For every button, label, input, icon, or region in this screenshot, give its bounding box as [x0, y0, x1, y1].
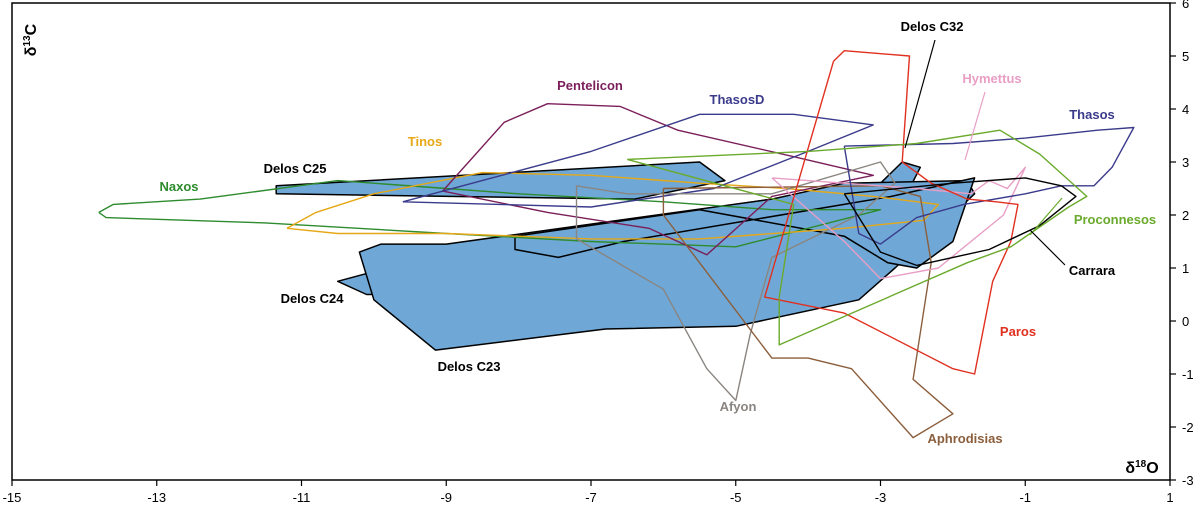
label-carrara: Carrara	[1069, 263, 1116, 278]
leader-line	[1029, 229, 1066, 266]
label-thasos: Thasos	[1069, 107, 1115, 122]
x-tick-label: -13	[147, 490, 166, 505]
label-aphrodisias: Aphrodisias	[927, 431, 1002, 446]
label-afyon: Afyon	[720, 399, 757, 414]
label-pentelicon: Pentelicon	[557, 78, 623, 93]
label-leaders	[904, 39, 1066, 266]
label-hymettus: Hymettus	[962, 71, 1021, 86]
x-axis-label: δ18O	[1125, 459, 1158, 477]
y-tick-label: 3	[1182, 155, 1189, 170]
label-naxos: Naxos	[159, 179, 198, 194]
region-aphrodisias	[662, 185, 954, 439]
label-delos-c32: Delos C32	[901, 19, 964, 34]
label-paros: Paros	[1000, 324, 1036, 339]
region-tinos	[286, 171, 940, 240]
x-tick-label: -15	[3, 490, 22, 505]
y-tick-label: -3	[1182, 473, 1194, 488]
leader-line	[964, 91, 986, 161]
region-pentelicon	[442, 102, 874, 256]
y-tick-label: -2	[1182, 420, 1194, 435]
region-carrara	[843, 177, 1077, 267]
x-tick-label: -9	[440, 490, 452, 505]
y-tick-label: 0	[1182, 314, 1189, 329]
region-paros	[764, 50, 1019, 375]
region-labels: Delos C32 Hymettus Thasos Pentelicon ThasosD…	[159, 19, 1156, 446]
y-axis-label: δ13C	[22, 23, 40, 56]
label-delos-c25: Delos C25	[264, 161, 327, 176]
y-axis: 6 5 4 3 2 1 0 -1 -2 -3	[1170, 0, 1194, 488]
label-thasosd: ThasosD	[710, 92, 765, 107]
leader-line	[904, 39, 936, 149]
region-delos-c25	[275, 161, 726, 200]
x-axis: -15 -13 -11 -9 -7 -5 -3 -1 1	[3, 480, 1174, 505]
x-tick-label: 1	[1166, 490, 1173, 505]
region-thasos	[843, 126, 1135, 245]
x-tick-label: -11	[293, 490, 311, 505]
x-tick-label: -5	[730, 490, 742, 505]
label-delos-c24: Delos C24	[281, 291, 345, 306]
label-proconnesos: Proconnesos	[1074, 212, 1156, 227]
label-tinos: Tinos	[408, 134, 442, 149]
region-afyon	[575, 161, 896, 402]
leader-line	[1029, 197, 1063, 236]
region-proconnesos	[627, 129, 1088, 346]
label-delos-c23: Delos C23	[438, 359, 501, 374]
y-tick-label: 6	[1182, 0, 1189, 11]
outline-regions	[98, 50, 1135, 439]
x-tick-label: -1	[1019, 490, 1031, 505]
y-tick-label: 5	[1182, 49, 1189, 64]
y-tick-label: 1	[1182, 261, 1189, 276]
y-tick-label: 4	[1182, 102, 1189, 117]
filled-regions	[275, 161, 976, 351]
y-tick-label: 2	[1182, 208, 1189, 223]
y-tick-label: -1	[1182, 367, 1194, 382]
x-tick-label: -3	[875, 490, 887, 505]
region-thasosd	[402, 113, 874, 208]
region-delos-c32	[514, 177, 976, 269]
x-tick-label: -7	[585, 490, 597, 505]
